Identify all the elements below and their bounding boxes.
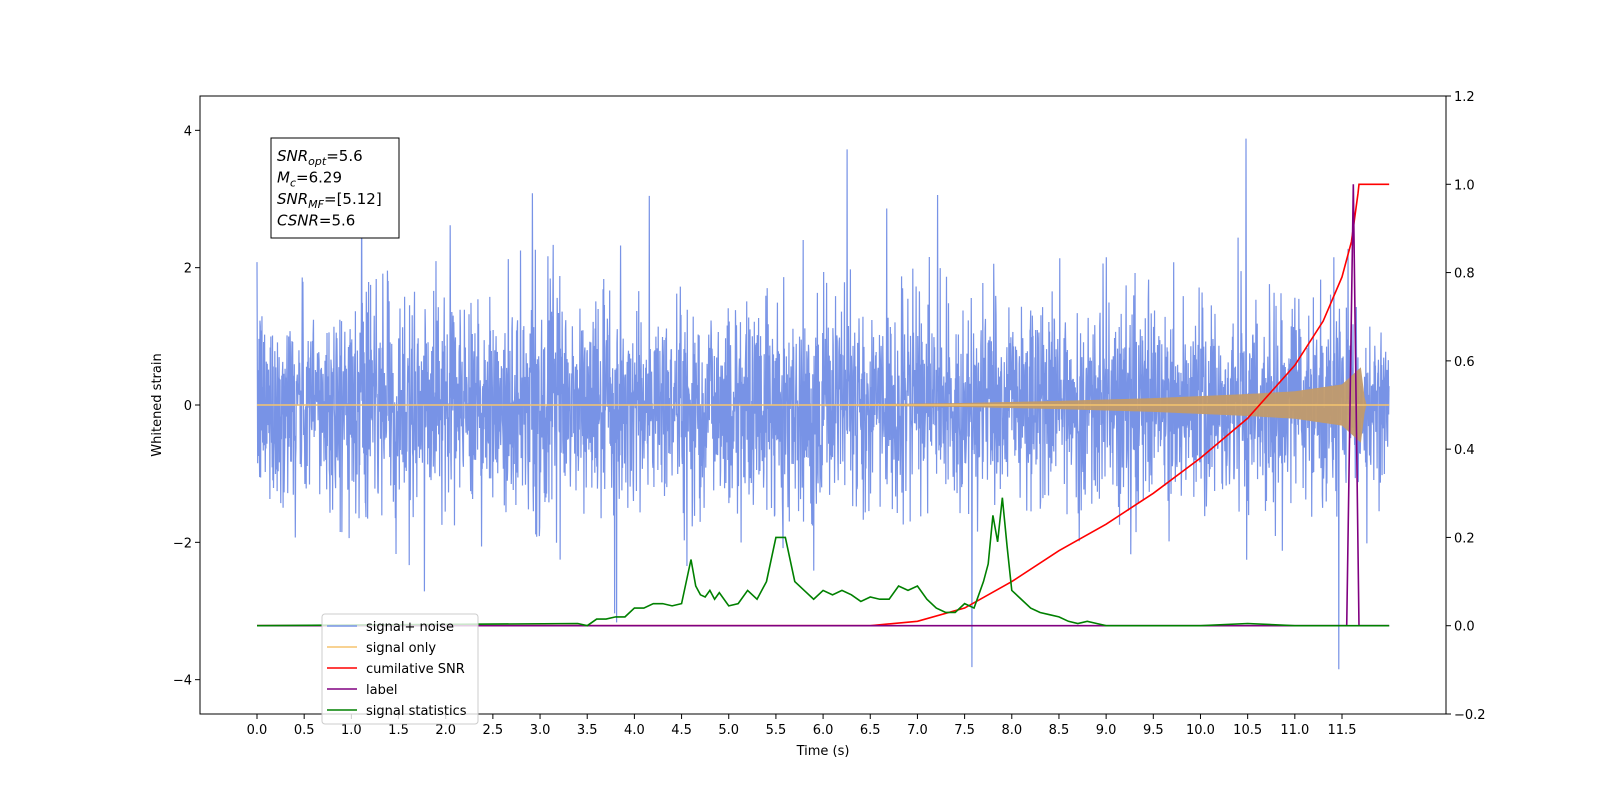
x-tick-label: 1.0 — [341, 723, 362, 738]
x-tick-label: 2.0 — [435, 723, 456, 738]
y-axis-right: −0.2 0.0 0.2 0.4 0.6 0.8 1.0 1.2 — [1446, 90, 1486, 723]
y-tick-label-right: 0.8 — [1454, 267, 1475, 282]
y-tick-label-right: 0.2 — [1454, 531, 1475, 546]
y-tick-label-left: 0 — [184, 399, 192, 414]
x-tick-label: 4.0 — [624, 723, 645, 738]
x-tick-label: 10.0 — [1186, 723, 1215, 738]
y-tick-label-left: −4 — [173, 674, 192, 689]
series-signal-statistics — [256, 497, 1390, 627]
annotation-line: SNRMF=[5.12] — [277, 190, 382, 211]
x-tick-label: 9.5 — [1143, 723, 1164, 738]
legend-label: signal only — [366, 641, 436, 656]
y-tick-label-right: 0.6 — [1454, 355, 1475, 370]
x-tick-label: 2.5 — [483, 723, 504, 738]
y-tick-label-right: −0.2 — [1454, 708, 1486, 723]
legend-label: cumilative SNR — [366, 662, 465, 677]
x-tick-label: 6.0 — [813, 723, 834, 738]
y-tick-label-right: 1.2 — [1454, 90, 1475, 105]
annotation-line: SNRopt=5.6 — [277, 147, 363, 168]
y-axis-label: Whitened strain — [150, 353, 165, 456]
annotation-box — [270, 137, 400, 239]
y-tick-label-left: −2 — [173, 536, 192, 551]
x-tick-label: 7.5 — [954, 723, 975, 738]
x-tick-label: 9.0 — [1096, 723, 1117, 738]
x-tick-label: 5.5 — [766, 723, 787, 738]
x-tick-label: 0.5 — [294, 723, 315, 738]
legend-label: signal+ noise — [366, 620, 454, 635]
x-tick-label: 7.0 — [907, 723, 928, 738]
legend-label: label — [366, 683, 397, 698]
x-tick-label: 3.0 — [530, 723, 551, 738]
x-axis: 0.0 0.5 1.0 1.5 2.0 2.5 3.0 3.5 4.0 4.5 5.0 5.5 6.0 6… — [247, 714, 1357, 738]
series-signal-noise — [256, 138, 1390, 670]
x-tick-label: 10.5 — [1233, 723, 1262, 738]
y-tick-label-right: 0.0 — [1454, 620, 1475, 635]
x-tick-label: 11.5 — [1328, 723, 1357, 738]
x-tick-label: 6.5 — [860, 723, 881, 738]
x-tick-label: 4.5 — [671, 723, 692, 738]
legend-label: signal statistics — [366, 704, 467, 719]
x-tick-label: 8.5 — [1049, 723, 1070, 738]
annotation-line: CSNR=5.6 — [277, 212, 355, 230]
legend: signal+ noise signal only cumilative SNR la… — [321, 613, 479, 725]
x-tick-label: 0.0 — [247, 723, 268, 738]
y-tick-label-left: 2 — [184, 262, 192, 277]
x-tick-label: 11.0 — [1280, 723, 1309, 738]
y-axis-left: −4 −2 0 2 4 — [173, 124, 200, 689]
x-tick-label: 8.0 — [1001, 723, 1022, 738]
legend-box — [321, 613, 479, 725]
x-axis-label: Time (s) — [796, 744, 850, 759]
plot-area — [256, 138, 1390, 670]
y-tick-label-right: 0.4 — [1454, 443, 1475, 458]
y-tick-label-right: 1.0 — [1454, 178, 1475, 193]
y-tick-label-left: 4 — [184, 124, 192, 139]
x-tick-label: 1.5 — [388, 723, 409, 738]
x-tick-label: 5.0 — [718, 723, 739, 738]
x-tick-label: 3.5 — [577, 723, 598, 738]
annotation-line: Mc=6.29 — [277, 169, 342, 190]
